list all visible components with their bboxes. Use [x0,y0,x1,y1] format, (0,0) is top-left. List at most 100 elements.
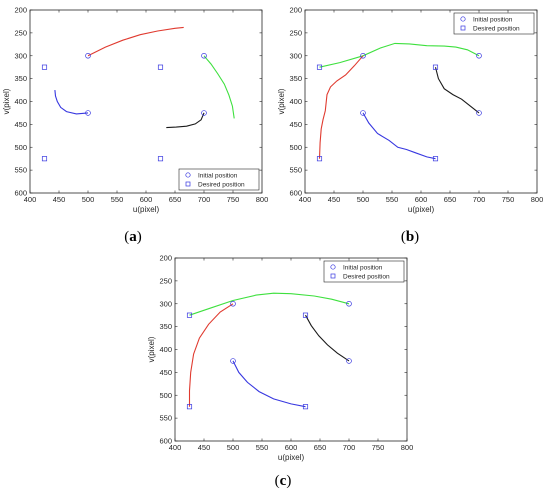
chart-a-panel-label: (a) [124,229,142,245]
chart-a-desired-position-marker [157,156,164,162]
chart-a: 400 450 500 550 600 650 700 750 800 200 250 300 350 4… [2,6,268,245]
chart-a-xtick-label: 400 [24,195,37,204]
chart-b-desired-position-marker [316,156,323,162]
chart-c-desired-position-marker [302,312,309,318]
chart-c-desired-position-marker [186,312,193,318]
chart-c-desired-position-marker [186,404,193,410]
chart-b-xtick-label: 400 [299,195,312,204]
chart-c-xtick-label: 700 [343,443,356,452]
chart-c-initial-position-marker [230,301,236,307]
chart-a-legend-box [178,168,260,191]
chart-b-ytick-label: 600 [289,189,302,198]
chart-b-xtick-label: 500 [357,195,370,204]
chart-c-initial-position-marker [346,358,352,364]
chart-c-trajectory-1 [189,292,350,316]
chart-c-desired-position-marker [302,404,309,410]
chart-c-xtick-label: 750 [372,443,385,452]
chart-a-desired-position-marker [157,64,164,70]
chart-a-xtick-label: 700 [198,195,211,204]
chart-c-ytick-label: 200 [159,254,172,263]
chart-b-xtick-label: 450 [328,195,341,204]
chart-c-ytick-label: 550 [159,414,172,423]
chart-a-ytick-label: 600 [14,189,27,198]
chart-a-xtick-label: 550 [111,195,124,204]
chart-a-legend: Initial position Desired position [178,168,260,191]
chart-c-ytick-label: 300 [159,299,172,308]
chart-a-legend-desired-label: Desired position [198,181,245,188]
chart-c-legend: Initial position Desired position [323,260,405,283]
chart-b-legend-initial-icon [460,16,466,22]
chart-c-xtick-label: 600 [285,443,298,452]
chart-b-panel-label: (b) [401,229,419,245]
chart-b-ytick-label: 200 [289,6,302,15]
chart-a-ytick-label: 550 [14,166,27,175]
chart-a-legend-initial-label: Initial position [198,172,238,179]
chart-b-trajectory-3 [362,112,436,160]
chart-a-ytick-label: 250 [14,28,27,37]
chart-a-legend-desired-icon [185,181,191,187]
chart-c-xtick-label: 450 [198,443,211,452]
chart-a-xtick-label: 600 [140,195,153,204]
chart-c-trajectory-4 [305,314,350,362]
chart-a-ytick-label: 450 [14,120,27,129]
chart-c-xtick-label: 550 [256,443,269,452]
chart-c-xtick-label: 650 [314,443,327,452]
chart-c-ytick-label: 450 [159,368,172,377]
chart-a-ytick-label: 300 [14,51,27,60]
chart-a-initial-position-marker [85,52,91,59]
chart-b-ytick-label: 550 [289,166,302,175]
chart-b-ytick-label: 500 [289,143,302,152]
chart-a-xtick-label: 500 [82,195,95,204]
chart-b-xtick-label: 800 [531,195,544,204]
chart-b-xtick-label: 550 [386,195,399,204]
chart-b-xtick-label: 750 [502,195,515,204]
chart-c-legend-initial-label: Initial position [343,264,383,271]
chart-b-ytick-label: 300 [289,51,302,60]
chart-b-desired-position-marker [432,156,439,162]
chart-b-legend-desired-icon [460,25,466,31]
chart-a-ytick-label: 200 [14,6,27,15]
chart-a-xtick-label: 650 [169,195,182,204]
chart-b-ytick-label: 350 [289,74,302,83]
chart-b-trajectory-4 [434,67,480,114]
chart-b-xtick-label: 700 [473,195,486,204]
chart-b-xtick-label: 650 [444,195,457,204]
chart-c-trajectory-2 [188,303,234,407]
chart-c-x-axis-label: u(pixel) [278,453,305,462]
chart-a-x-axis-label: u(pixel) [133,205,160,214]
chart-a-xtick-label: 750 [227,195,240,204]
chart-c-ytick-label: 500 [159,391,172,400]
chart-c-legend-desired-icon [330,273,336,279]
chart-c-ytick-label: 350 [159,322,172,331]
chart-c-panel-label: (c) [275,473,292,489]
chart-b-xtick-label: 600 [415,195,428,204]
chart-a-ytick-label: 400 [14,97,27,106]
chart-c-y-axis-label: v(pixel) [147,336,156,362]
chart-c-legend-desired-label: Desired position [343,273,390,280]
chart-a-initial-position-marker [201,52,207,59]
chart-a-xtick-label: 800 [256,195,269,204]
chart-a-trajectory-1 [87,26,184,57]
chart-a-plot-frame [29,9,263,194]
chart-a-y-axis-label: v(pixel) [2,88,11,114]
chart-a-desired-position-marker [41,156,48,162]
chart-b-trajectory-2 [318,55,364,159]
chart-c-legend-box [323,260,405,283]
chart-c: 400 450 500 550 600 650 700 750 800 200 250 300 350 4… [147,254,413,489]
chart-c-trajectory-3 [232,360,306,408]
chart-b-desired-position-marker [316,64,323,70]
chart-b-trajectory-1 [319,42,480,68]
chart-c-xtick-label: 800 [401,443,414,452]
chart-c-plot-frame [174,257,408,442]
chart-b-ytick-label: 450 [289,120,302,129]
chart-a-initial-position-marker [85,110,91,116]
chart-a-initial-position-marker [201,110,207,116]
chart-c-initial-position-marker [346,301,352,307]
chart-b-ytick-label: 400 [289,97,302,106]
chart-b-initial-position-marker [476,110,482,116]
chart-b: 400 450 500 550 600 650 700 750 800 200 250 300 350 4… [277,6,543,245]
chart-a-trajectory-3 [54,90,89,115]
chart-a-desired-position-marker [41,64,48,70]
chart-c-ytick-label: 400 [159,345,172,354]
